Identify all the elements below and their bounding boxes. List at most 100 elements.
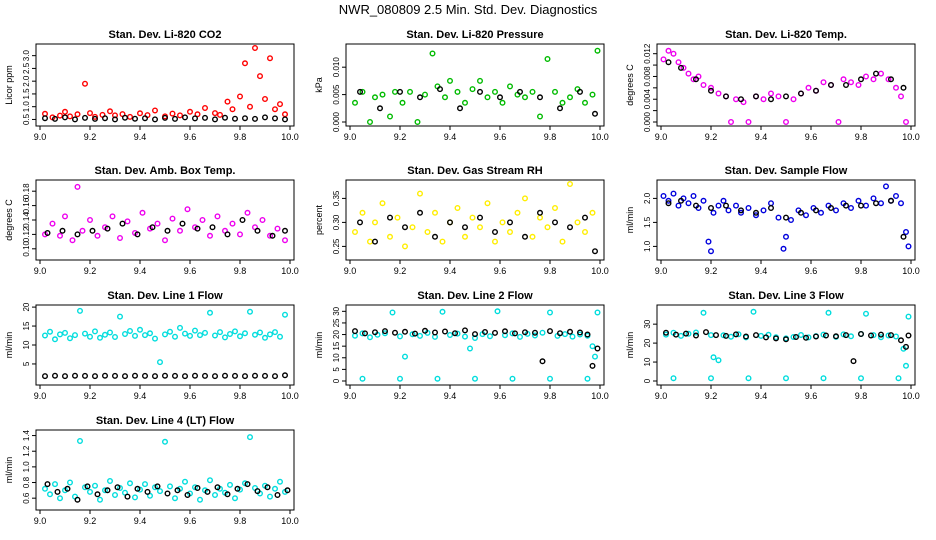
data-point-raw xyxy=(262,334,269,341)
data-point-raw xyxy=(121,331,128,338)
data-point-raw xyxy=(86,110,93,117)
data-point-raw xyxy=(422,91,429,98)
data-point-raw xyxy=(52,481,59,488)
data-point-raw xyxy=(359,375,366,382)
data-point-raw xyxy=(272,106,279,113)
y-axis-label: Licor ppm xyxy=(4,65,14,105)
data-point-raw xyxy=(74,183,81,190)
data-point-raw xyxy=(201,104,208,111)
data-point-raw xyxy=(883,183,890,190)
y-tick-label: 1.4 xyxy=(22,429,31,441)
data-point-raw xyxy=(169,215,176,222)
data-point-avg xyxy=(262,372,269,379)
data-point-avg xyxy=(537,94,544,101)
chart-title: Stan. Dev. Line 4 (LT) Flow xyxy=(96,415,235,427)
data-point-raw xyxy=(352,99,359,106)
data-point-raw xyxy=(394,214,401,221)
data-point-avg xyxy=(723,93,730,100)
x-tick-label: 9.0 xyxy=(34,266,47,276)
data-point-avg xyxy=(94,491,101,498)
data-point-raw xyxy=(116,313,123,320)
data-point-raw xyxy=(574,219,581,226)
x-tick-label: 9.0 xyxy=(34,132,47,142)
plot-frame xyxy=(345,304,605,386)
y-tick-label: 10 xyxy=(332,353,341,362)
data-point-avg xyxy=(74,231,81,238)
data-point-avg xyxy=(665,200,672,207)
data-point-raw xyxy=(201,329,208,336)
x-tick-label: 9.4 xyxy=(134,266,147,276)
data-point-avg xyxy=(231,372,238,379)
data-point-avg xyxy=(44,229,51,236)
data-point-avg xyxy=(81,114,88,121)
data-point-avg xyxy=(104,487,111,494)
data-point-raw xyxy=(211,492,218,499)
data-point-avg xyxy=(211,116,218,123)
data-point-raw xyxy=(47,328,54,335)
y-tick-label: 1.5 xyxy=(643,216,652,228)
data-point-raw xyxy=(106,329,113,336)
data-point-avg xyxy=(44,481,51,488)
data-point-avg xyxy=(900,233,907,240)
data-point-raw xyxy=(69,237,76,244)
data-point-avg xyxy=(91,373,98,380)
data-point-avg xyxy=(888,76,895,83)
y-tick-label: 0.8 xyxy=(22,476,31,488)
data-point-avg xyxy=(71,116,78,123)
data-point-avg xyxy=(552,219,559,226)
data-point-raw xyxy=(429,50,436,57)
data-point-raw xyxy=(372,94,379,101)
data-point-raw xyxy=(42,485,49,492)
y-axis-label: ml/min xyxy=(314,332,324,359)
data-point-avg xyxy=(251,372,258,379)
data-point-raw xyxy=(522,195,529,202)
data-point-avg xyxy=(537,209,544,216)
data-point-avg xyxy=(768,96,775,103)
data-point-raw xyxy=(710,354,717,361)
data-point-raw xyxy=(514,209,521,216)
data-point-raw xyxy=(94,232,101,239)
data-point-avg xyxy=(873,200,880,207)
data-point-raw xyxy=(665,47,672,54)
data-point-raw xyxy=(665,197,672,204)
data-point-raw xyxy=(788,216,795,223)
data-point-raw xyxy=(820,79,827,86)
plot-frame xyxy=(35,429,295,511)
data-point-raw xyxy=(241,330,248,337)
data-point-avg xyxy=(164,490,171,497)
data-point-raw xyxy=(848,204,855,211)
data-point-avg xyxy=(437,86,444,93)
data-point-avg xyxy=(201,372,208,379)
data-point-raw xyxy=(57,331,64,338)
data-point-raw xyxy=(454,204,461,211)
x-tick-label: 9.0 xyxy=(344,266,357,276)
data-point-raw xyxy=(870,332,877,339)
data-point-avg xyxy=(264,484,271,491)
data-point-raw xyxy=(462,99,469,106)
data-point-raw xyxy=(768,200,775,207)
data-point-avg xyxy=(833,333,840,340)
y-tick-label: 0.12 xyxy=(22,226,31,242)
data-point-raw xyxy=(840,76,847,83)
data-point-avg xyxy=(144,488,151,495)
data-point-avg xyxy=(191,372,198,379)
data-point-avg xyxy=(209,224,216,231)
data-point-raw xyxy=(49,220,56,227)
data-point-raw xyxy=(685,70,692,77)
data-point-raw xyxy=(96,334,103,341)
data-point-avg xyxy=(843,202,850,209)
x-tick-label: 9.6 xyxy=(184,516,197,526)
data-point-raw xyxy=(399,99,406,106)
data-point-avg xyxy=(272,115,279,122)
data-point-raw xyxy=(710,209,717,216)
data-point-avg xyxy=(181,373,188,380)
data-point-raw xyxy=(359,88,366,95)
data-point-raw xyxy=(81,330,88,337)
data-point-avg xyxy=(828,81,835,88)
data-point-avg xyxy=(101,115,108,122)
data-point-avg xyxy=(262,114,269,121)
data-point-raw xyxy=(62,213,69,220)
data-point-raw xyxy=(101,487,108,494)
data-point-raw xyxy=(111,492,118,499)
data-point-avg xyxy=(42,115,49,122)
